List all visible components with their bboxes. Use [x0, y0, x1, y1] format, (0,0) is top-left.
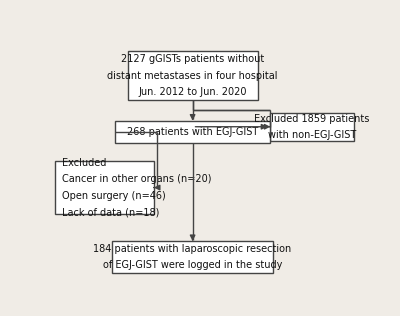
Text: 2127 gGISTs patients without
distant metastases in four hospital
Jun. 2012 to Ju: 2127 gGISTs patients without distant met…: [107, 54, 278, 97]
Text: 184 patients with laparoscopic resection
of EGJ-GIST were logged in the study: 184 patients with laparoscopic resection…: [94, 244, 292, 270]
FancyBboxPatch shape: [55, 161, 154, 214]
FancyBboxPatch shape: [112, 241, 273, 273]
Text: Excluded 1859 patients
with non-EGJ-GIST: Excluded 1859 patients with non-EGJ-GIST: [254, 113, 370, 140]
Text: Excluded
Cancer in other organs (n=20)
Open surgery (n=46)
Lack of data (n=18): Excluded Cancer in other organs (n=20) O…: [62, 158, 212, 217]
FancyBboxPatch shape: [128, 51, 258, 100]
FancyBboxPatch shape: [270, 113, 354, 141]
FancyBboxPatch shape: [115, 121, 270, 143]
Text: 268 patients with EGJ-GIST: 268 patients with EGJ-GIST: [127, 127, 258, 137]
